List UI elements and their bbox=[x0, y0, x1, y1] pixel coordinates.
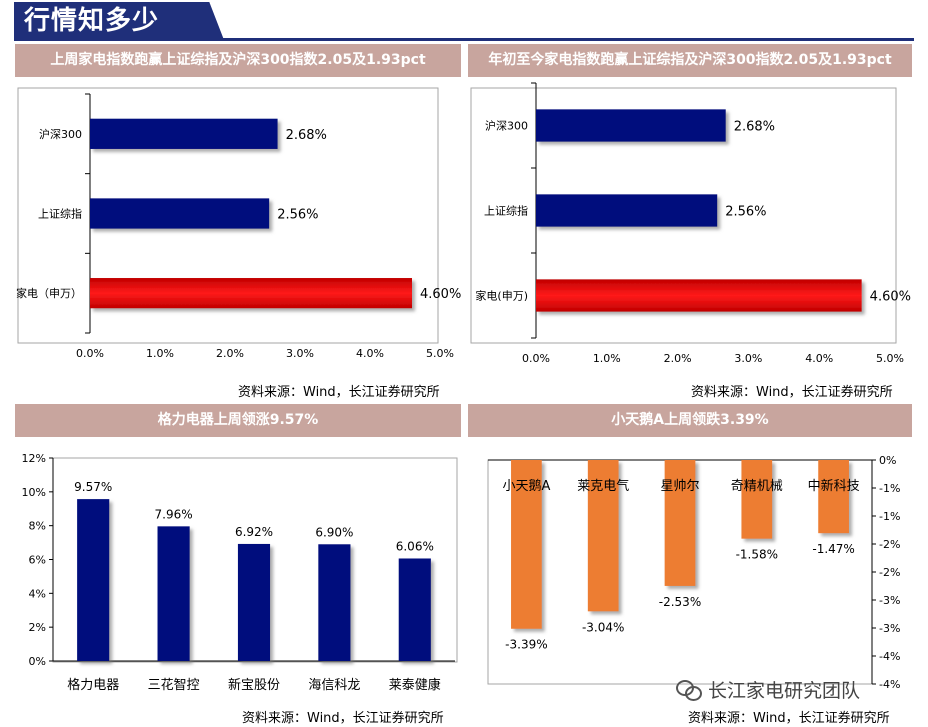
chart4-bar bbox=[587, 460, 619, 612]
chart4-category-label: 奇精机械 bbox=[731, 478, 783, 494]
chart2-category-label: 上证综指 bbox=[484, 204, 528, 218]
chart3-title: 格力电器上周领涨9.57% bbox=[15, 404, 461, 437]
chart4-category-label: 莱克电气 bbox=[577, 478, 629, 494]
chart1-svg: 0.0% 1.0% 2.0% 3.0% 4.0% 5.0% 沪深300 2.68% 上证综指 2.… bbox=[16, 87, 461, 360]
chart1-bar bbox=[90, 278, 412, 309]
chart2-x-tick-label: 3.0% bbox=[734, 352, 762, 365]
chart4-data-label: -1.58% bbox=[736, 548, 778, 562]
watermark: 长江家电研究团队 bbox=[676, 674, 860, 704]
chart1-data-label: 4.60% bbox=[420, 287, 461, 302]
chart2-svg: 0.0% 1.0% 2.0% 3.0% 4.0% 5.0% 沪深300 2.68% 上证综指 2.… bbox=[470, 82, 911, 365]
chart2-category-label: 沪深300 bbox=[485, 119, 528, 133]
title-bar: 行情知多少 bbox=[14, 2, 224, 40]
chart3-data-label: 6.06% bbox=[396, 539, 434, 553]
chart4-svg: 0% -1% -1% -2% -2% -3% -3% -4% -4% -3.39% 小天鹅A -3.0… bbox=[487, 454, 900, 691]
chart2-data-label: 2.68% bbox=[734, 120, 775, 135]
chart3-category-label: 格力电器 bbox=[67, 677, 119, 693]
chart2-source: 资料来源：Wind，长江证券研究所 bbox=[691, 385, 893, 400]
chart4-y-tick-label: -3% bbox=[879, 594, 900, 607]
chart3-data-label: 6.92% bbox=[235, 525, 273, 539]
chart3-category-label: 莱泰健康 bbox=[389, 677, 441, 693]
chart2-x-tick-label: 4.0% bbox=[805, 352, 833, 365]
chart3-bar bbox=[237, 543, 271, 661]
chart4-source: 资料来源：Wind，长江证券研究所 bbox=[688, 711, 890, 726]
wechat-icon bbox=[676, 678, 702, 701]
chart2-bar bbox=[536, 109, 726, 142]
chart4-y-tick-label: 0% bbox=[879, 454, 896, 467]
chart2-data-label: 4.60% bbox=[870, 290, 911, 305]
chart3-y-tick-label: 10% bbox=[22, 486, 46, 499]
watermark-text: 长江家电研究团队 bbox=[708, 679, 861, 702]
chart4-data-label: -2.53% bbox=[659, 595, 701, 609]
chart4-title: 小天鹅A上周领跌3.39% bbox=[468, 404, 912, 437]
chart3-category-label: 新宝股份 bbox=[228, 677, 280, 693]
chart3-y-tick-label: 0% bbox=[29, 655, 46, 668]
chart2-data-label: 2.56% bbox=[725, 205, 766, 220]
chart1-x-tick-label: 3.0% bbox=[286, 347, 314, 360]
chart1-bar bbox=[90, 118, 278, 149]
chart3-data-label: 6.90% bbox=[315, 525, 353, 539]
chart2-x-tick-label: 1.0% bbox=[593, 352, 621, 365]
chart2-bar bbox=[536, 279, 862, 312]
chart3-bar bbox=[318, 544, 351, 661]
chart4-category-label: 星帅尔 bbox=[660, 479, 699, 494]
chart4-y-tick-label: -1% bbox=[879, 510, 900, 523]
chart4-bar bbox=[818, 460, 849, 534]
chart4-bar bbox=[664, 460, 696, 586]
chart1-category-label: 家电（申万） bbox=[16, 286, 82, 300]
chart3-y-tick-label: 12% bbox=[22, 452, 46, 465]
chart2-x-tick-label: 0.0% bbox=[522, 352, 550, 365]
title-underline bbox=[14, 38, 914, 41]
chart3-data-label: 7.96% bbox=[155, 507, 193, 521]
chart4-y-tick-label: -2% bbox=[879, 566, 900, 579]
chart4-y-tick-label: -1% bbox=[879, 482, 900, 495]
chart3-y-tick-label: 4% bbox=[29, 587, 46, 600]
chart1-bar bbox=[90, 198, 270, 229]
chart1-x-tick-label: 4.0% bbox=[356, 347, 384, 360]
chart4-bar bbox=[741, 460, 773, 539]
chart1-category-label: 上证综指 bbox=[38, 207, 82, 221]
page-title-banner: 行情知多少 bbox=[0, 0, 928, 44]
chart3-bar bbox=[398, 558, 431, 661]
chart4-data-label: -3.39% bbox=[505, 638, 547, 652]
chart1-x-tick-label: 0.0% bbox=[76, 347, 104, 360]
chart1-source: 资料来源：Wind，长江证券研究所 bbox=[238, 385, 440, 400]
chart1-title: 上周家电指数跑赢上证综指及沪深300指数2.05及1.93pct bbox=[15, 44, 461, 77]
chart2-x-tick-label: 5.0% bbox=[876, 352, 904, 365]
chart1-category-label: 沪深300 bbox=[39, 127, 82, 141]
chart4-y-tick-label: -2% bbox=[879, 538, 900, 551]
chart3-source: 资料来源：Wind，长江证券研究所 bbox=[242, 711, 444, 726]
chart4-data-label: -1.47% bbox=[812, 542, 854, 556]
chart2-title: 年初至今家电指数跑赢上证综指及沪深300指数2.05及1.93pct bbox=[468, 44, 912, 77]
chart1-data-label: 2.68% bbox=[286, 128, 327, 143]
chart3-y-tick-label: 6% bbox=[29, 554, 46, 567]
chart1-data-label: 2.56% bbox=[277, 208, 318, 223]
chart3-svg: 0% 2% 4% 6% 8% 10% 12% 9.57% 格力电器 7.96% 三花智控 6.92% 新… bbox=[22, 452, 458, 693]
chart1-x-tick-label: 1.0% bbox=[146, 347, 174, 360]
page-title: 行情知多少 bbox=[24, 6, 160, 36]
chart3-y-tick-label: 8% bbox=[29, 520, 46, 533]
chart2-bar bbox=[536, 194, 718, 227]
chart4-category-label: 中新科技 bbox=[808, 478, 860, 494]
chart1-x-tick-label: 2.0% bbox=[216, 347, 244, 360]
chart4-category-label: 小天鹅A bbox=[502, 478, 550, 494]
chart2-category-label: 家电(申万) bbox=[475, 289, 528, 303]
chart3-category-label: 三花智控 bbox=[148, 677, 200, 693]
chart3-category-label: 海信科龙 bbox=[308, 678, 360, 693]
chart1-x-tick-label: 5.0% bbox=[426, 347, 454, 360]
chart4-bar bbox=[511, 460, 542, 629]
chart3-bar bbox=[77, 499, 110, 661]
chart3-bar bbox=[157, 526, 190, 661]
chart4-y-tick-label: -4% bbox=[879, 650, 900, 663]
chart4-data-label: -3.04% bbox=[582, 620, 624, 634]
chart4-y-tick-label: -4% bbox=[879, 678, 900, 691]
chart3-data-label: 9.57% bbox=[74, 480, 112, 494]
chart4-y-tick-label: -3% bbox=[879, 622, 900, 635]
chart3-y-tick-label: 2% bbox=[29, 621, 46, 634]
chart2-x-tick-label: 2.0% bbox=[664, 352, 692, 365]
